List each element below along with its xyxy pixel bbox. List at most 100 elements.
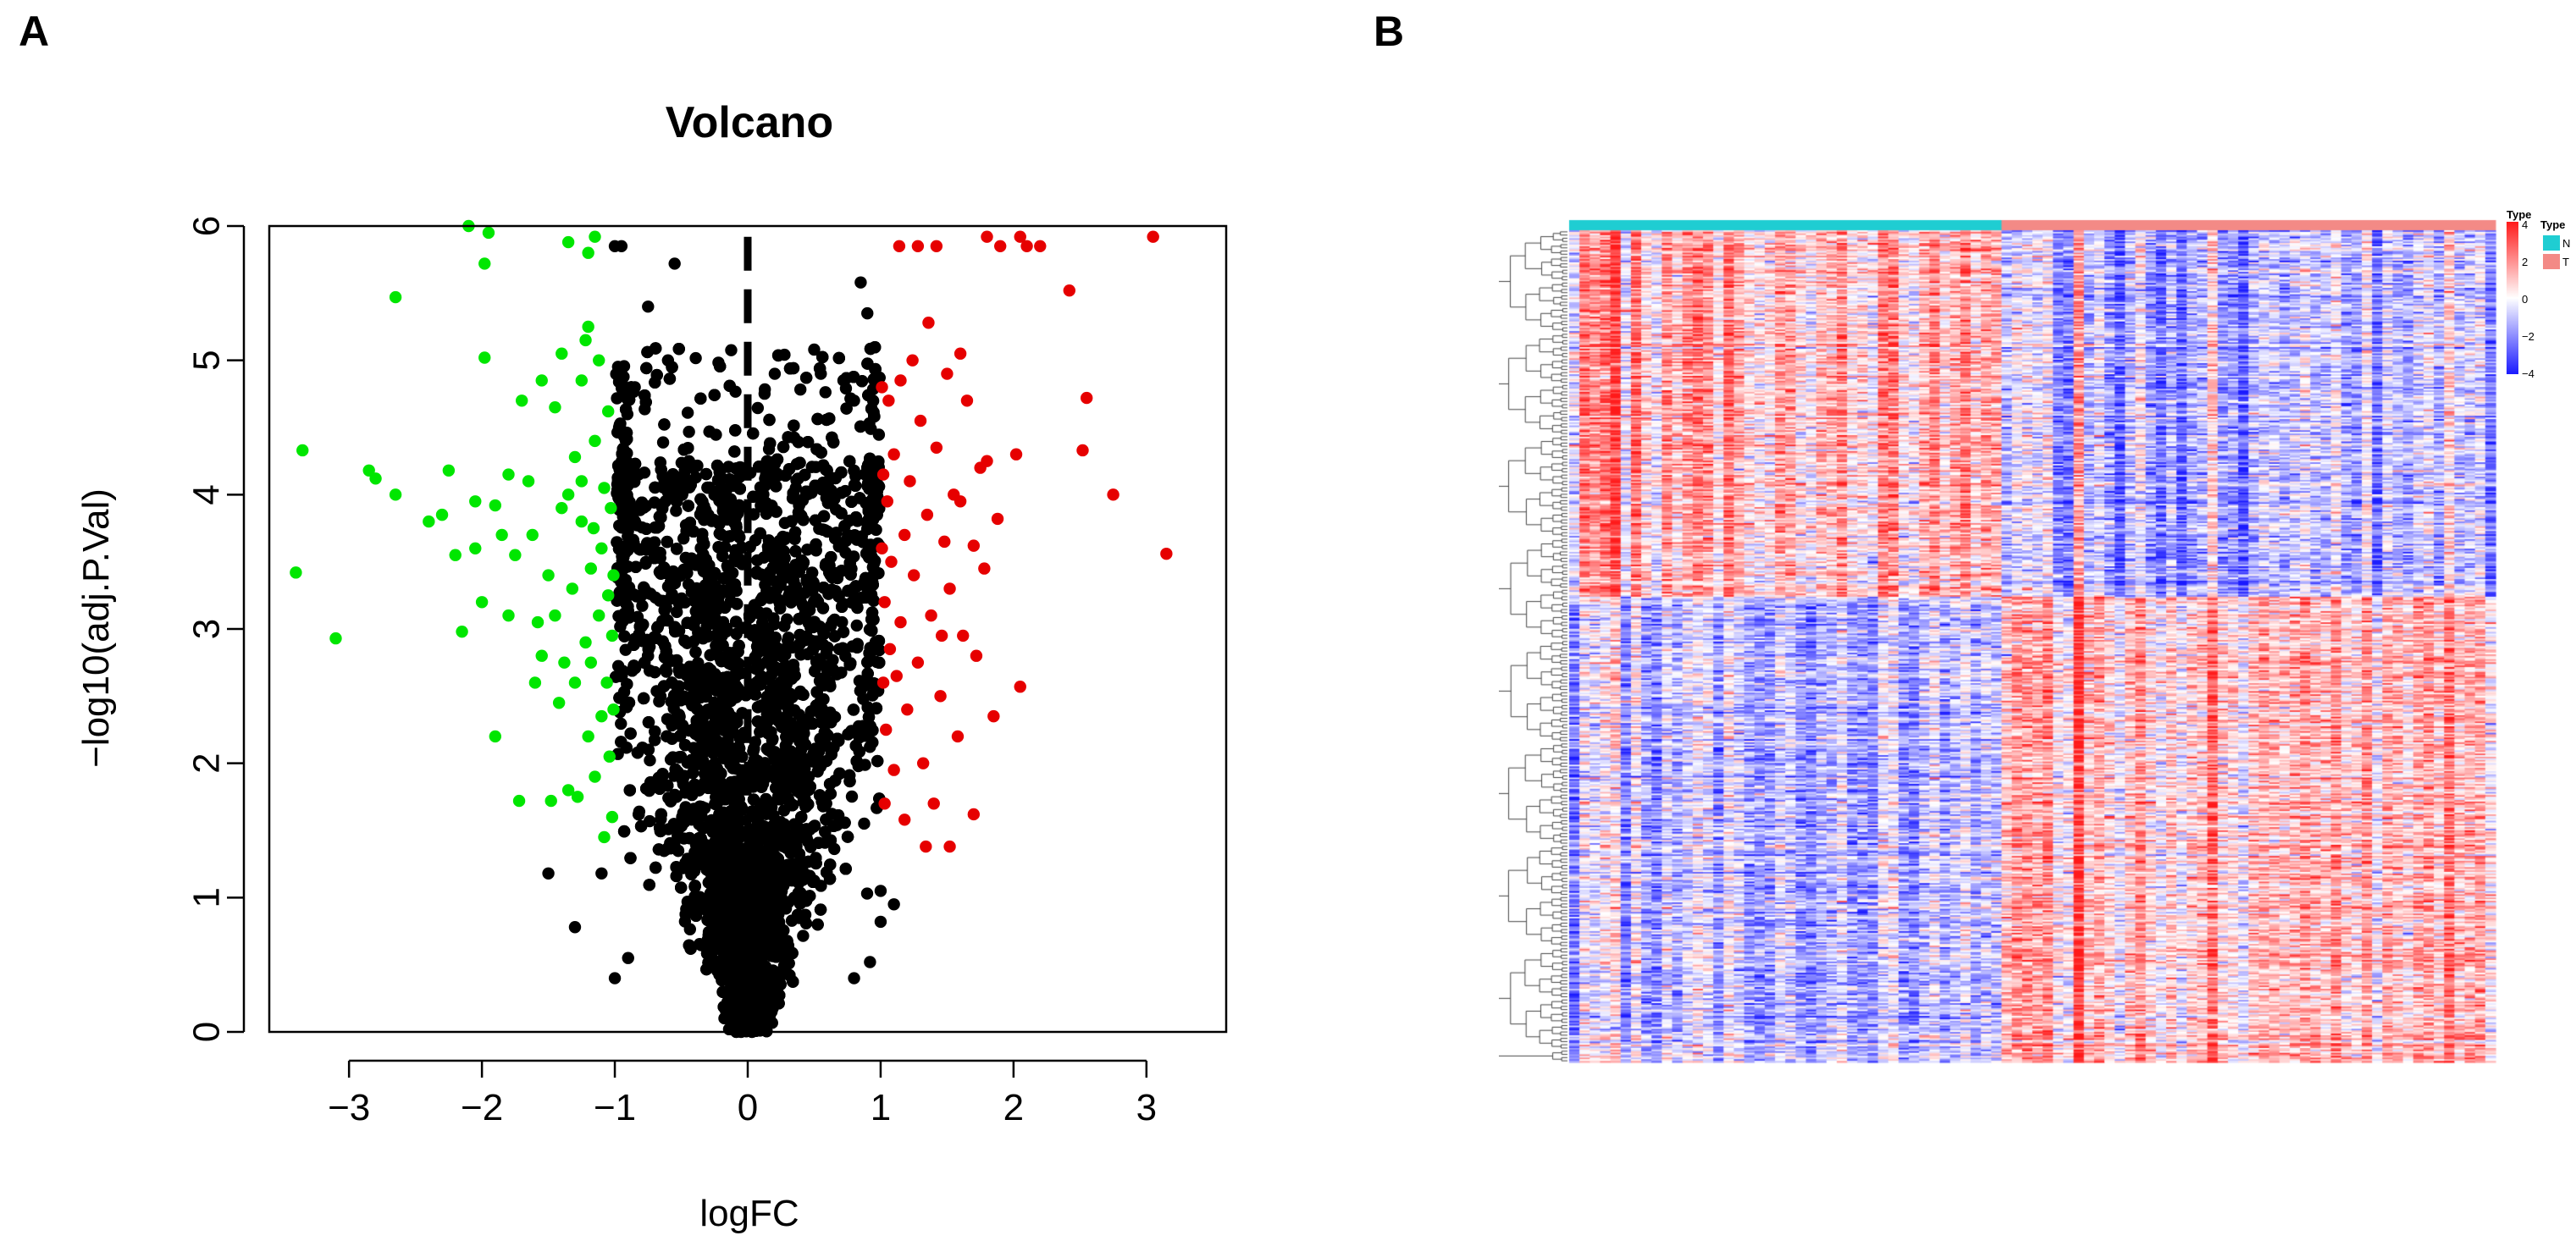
ns-point <box>699 553 712 566</box>
ns-point <box>824 787 837 800</box>
ns-point <box>697 565 710 577</box>
ns-point <box>833 767 846 780</box>
ns-point <box>860 887 874 900</box>
ns-point <box>749 779 763 791</box>
y-tick-label: 5 <box>186 350 228 370</box>
ns-point <box>703 425 716 438</box>
ns-point <box>858 817 871 830</box>
panel-label-b: B <box>1374 8 1405 55</box>
ns-point <box>751 401 765 415</box>
chart-title: Volcano <box>666 98 833 147</box>
ns-point <box>817 581 830 594</box>
ns-point <box>820 797 832 810</box>
ns-point <box>873 656 886 669</box>
ns-point <box>660 613 673 626</box>
y-tick-label: 1 <box>186 887 228 907</box>
ns-point <box>811 659 824 672</box>
y-tick-label: 3 <box>186 619 228 639</box>
ns-point <box>747 793 760 806</box>
ns-point <box>634 819 648 833</box>
panel-label-a: A <box>19 8 50 55</box>
y-tick-label: 0 <box>186 1022 228 1042</box>
ns-point <box>640 361 653 375</box>
x-tick-label: 2 <box>1003 1087 1024 1128</box>
ns-point <box>814 903 827 916</box>
ns-point <box>671 543 683 555</box>
ns-point <box>811 918 824 931</box>
x-tick-label: −3 <box>328 1087 370 1128</box>
ns-point <box>725 344 738 356</box>
ns-point <box>804 780 816 793</box>
ns-point <box>768 367 782 380</box>
ns-point <box>660 665 673 678</box>
ns-point <box>847 703 860 716</box>
ns-point <box>754 527 766 540</box>
ns-point <box>819 386 832 399</box>
ns-point <box>810 443 823 455</box>
ns-point <box>629 560 643 573</box>
ns-point <box>644 754 656 767</box>
ns-point <box>730 627 743 641</box>
ns-point <box>783 362 797 375</box>
ns-point <box>830 527 843 539</box>
ns-point <box>861 656 874 669</box>
ns-point <box>862 710 876 724</box>
x-tick-label: 1 <box>871 1087 891 1128</box>
ns-point <box>694 392 707 405</box>
ns-point <box>713 517 726 530</box>
ns-point <box>683 425 695 438</box>
y-axis-label: −log10(adj.P.Val) <box>75 488 117 768</box>
ns-point <box>631 610 644 624</box>
volcano-axes <box>227 224 1148 1078</box>
x-tick-label: −1 <box>594 1087 636 1128</box>
ns-point <box>759 472 771 485</box>
ns-point <box>675 819 688 833</box>
ns-point <box>797 929 810 942</box>
x-tick-label: 3 <box>1136 1087 1157 1128</box>
ns-point <box>832 351 846 365</box>
ns-point <box>681 406 694 419</box>
ns-point <box>728 578 742 591</box>
ns-point <box>758 383 771 396</box>
ns-point <box>650 342 662 355</box>
y-tick-label: 2 <box>186 753 228 773</box>
ns-point <box>638 466 651 479</box>
ns-point <box>615 717 627 731</box>
ns-point <box>793 383 807 396</box>
ns-point <box>618 630 631 643</box>
ns-point <box>710 629 722 642</box>
x-tick-label: 0 <box>738 1087 758 1128</box>
ns-point <box>786 946 799 960</box>
x-axis-label: logFC <box>699 1193 799 1234</box>
ns-point <box>771 469 784 482</box>
ns-point <box>865 422 877 435</box>
ns-point <box>788 526 802 538</box>
ns-point <box>654 690 667 703</box>
ns-point <box>848 464 860 477</box>
ns-point <box>694 493 707 505</box>
volcano-chart: Volcano logFC −log10(adj.P.Val) −3 −2 −1 0 1… <box>75 98 1228 1234</box>
ns-point <box>825 747 837 761</box>
ns-point <box>754 700 766 713</box>
volcano-points <box>290 219 1173 1039</box>
ns-point <box>866 689 879 702</box>
ns-point <box>850 619 863 632</box>
y-tick-label: 4 <box>186 484 228 505</box>
ns-point <box>628 515 641 528</box>
ns-point <box>656 436 670 449</box>
ns-point <box>773 597 787 610</box>
ns-point <box>756 491 769 505</box>
ns-point <box>661 730 673 743</box>
ns-point <box>639 782 653 795</box>
ns-point <box>777 440 790 454</box>
ns-point <box>675 594 688 607</box>
y-tick-label: 6 <box>186 216 228 236</box>
ns-point <box>670 505 683 517</box>
ns-point <box>617 825 631 838</box>
ns-point <box>661 535 674 549</box>
ns-point <box>636 599 649 612</box>
ns-point <box>658 418 671 431</box>
ns-point <box>752 605 765 619</box>
ns-point <box>673 730 687 742</box>
